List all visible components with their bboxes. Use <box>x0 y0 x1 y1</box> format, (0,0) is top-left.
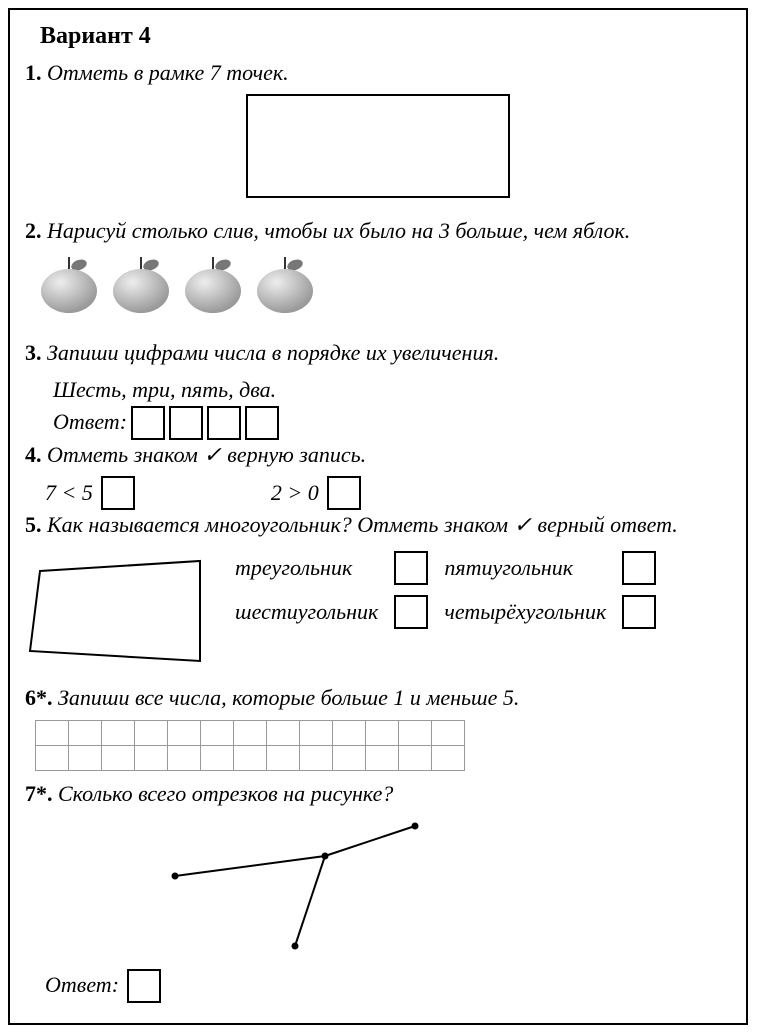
task-6-num: 6*. <box>25 685 53 710</box>
apple-icon <box>35 253 103 315</box>
q5-opt-c-label: шестиугольник <box>235 597 378 628</box>
q3-answer-box[interactable] <box>245 406 279 440</box>
apple-icon <box>107 253 175 315</box>
q1-answer-box[interactable] <box>246 94 510 198</box>
q5-options-grid: треугольник пятиугольник шестиугольник ч… <box>235 551 656 629</box>
quadrilateral-shape <box>25 551 215 671</box>
q5-opt-d-box[interactable] <box>622 595 656 629</box>
variant-title: Вариант 4 <box>40 20 731 54</box>
task-3: 3. Запиши цифрами числа в порядке их уве… <box>25 338 731 369</box>
task-7: 7*. Сколько всего отрезков на рисунке? <box>25 779 731 810</box>
q3-boxes <box>131 406 283 440</box>
task-6: 6*. Запиши все числа, которые больше 1 и… <box>25 683 731 714</box>
q4-opt-a-box[interactable] <box>101 476 135 510</box>
task-7-text: Сколько всего отрезков на рисунке? <box>58 781 393 806</box>
q4-opt-b-label: 2 > 0 <box>271 478 319 509</box>
q3-answer-box[interactable] <box>169 406 203 440</box>
q4-options: 7 < 5 2 > 0 <box>45 476 731 510</box>
task-2: 2. Нарисуй столько слив, чтобы их было н… <box>25 216 731 247</box>
q6-grid[interactable] <box>35 720 731 771</box>
q7-answer-label: Ответ: <box>45 970 119 1001</box>
task-6-text: Запиши все числа, которые больше 1 и мен… <box>58 685 519 710</box>
q5-opt-a-label: треугольник <box>235 553 378 584</box>
task-2-text: Нарисуй столько слив, чтобы их было на 3… <box>47 218 630 243</box>
q5-opt-d-label: четырёхугольник <box>444 597 606 628</box>
task-7-num: 7*. <box>25 781 53 806</box>
task-3-text: Запиши цифрами числа в порядке их увелич… <box>47 340 499 365</box>
apple-icon <box>251 253 319 315</box>
task-1: 1. Отметь в рамке 7 точек. <box>25 58 731 89</box>
q5-body: треугольник пятиугольник шестиугольник ч… <box>25 551 731 671</box>
q3-words: Шесть, три, пять, два. <box>53 375 731 406</box>
segments-figure <box>165 816 445 956</box>
worksheet-page: Вариант 4 1. Отметь в рамке 7 точек. 2. … <box>8 8 748 1025</box>
task-3-num: 3. <box>25 340 42 365</box>
task-4-num: 4. <box>25 442 42 467</box>
task-1-num: 1. <box>25 60 42 85</box>
q3-answer-box[interactable] <box>207 406 241 440</box>
task-5-num: 5. <box>25 512 42 537</box>
q4-opt-b-box[interactable] <box>327 476 361 510</box>
q3-answer-label: Ответ: <box>53 407 127 438</box>
task-5: 5. Как называется многоугольник? Отметь … <box>25 510 731 541</box>
apples-row <box>35 253 731 324</box>
q5-opt-c-box[interactable] <box>394 595 428 629</box>
task-4: 4. Отметь знаком ✓ верную запись. <box>25 440 731 471</box>
q4-opt-a-label: 7 < 5 <box>45 478 93 509</box>
task-1-text: Отметь в рамке 7 точек. <box>47 60 289 85</box>
task-5-text: Как называется многоугольник? Отметь зна… <box>47 512 678 537</box>
q7-figure <box>165 816 731 965</box>
q7-answer-row: Ответ: <box>45 969 731 1003</box>
q3-answer-box[interactable] <box>131 406 165 440</box>
q5-opt-b-box[interactable] <box>622 551 656 585</box>
q3-answer-row: Ответ: <box>53 406 731 440</box>
task-4-text: Отметь знаком ✓ верную запись. <box>47 442 366 467</box>
q5-opt-b-label: пятиугольник <box>444 553 606 584</box>
q7-answer-box[interactable] <box>127 969 161 1003</box>
apple-icon <box>179 253 247 315</box>
q5-opt-a-box[interactable] <box>394 551 428 585</box>
task-2-num: 2. <box>25 218 42 243</box>
